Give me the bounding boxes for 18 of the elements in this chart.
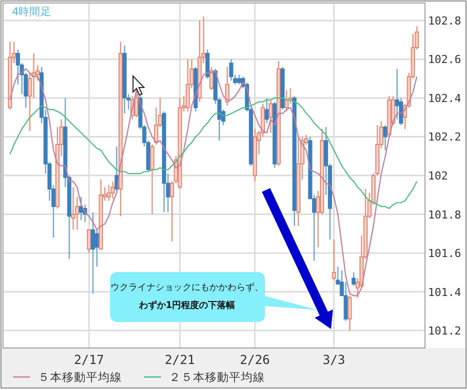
y-tick-label: 101.4	[428, 286, 462, 299]
y-tick-label: 101.6	[428, 247, 462, 260]
y-tick-label: 101.2	[428, 324, 462, 338]
y-tick-label: 102.8	[428, 14, 462, 28]
x-tick-label: 2/21	[164, 352, 195, 367]
x-tick-label: 2/17	[74, 352, 104, 367]
legend-label: ５本移動平均線	[38, 370, 122, 384]
y-tick-label: 101.8	[428, 208, 462, 222]
y-tick-label: 102.2	[428, 130, 462, 144]
x-tick-label: 3/3	[322, 352, 346, 367]
annotation: ウクライナショックにもかかわらず、	[110, 282, 264, 293]
annotation: わずか1円程度の下落幅	[138, 300, 236, 311]
chart-title: 4時間足	[12, 5, 52, 18]
y-tick-label: 102.4	[428, 92, 462, 105]
x-tick-label: 2/26	[240, 352, 270, 367]
legend-label: ２５本移動平均線	[169, 370, 265, 384]
y-tick-label: 102.6	[428, 53, 462, 66]
y-tick-label: 102	[428, 170, 448, 182]
